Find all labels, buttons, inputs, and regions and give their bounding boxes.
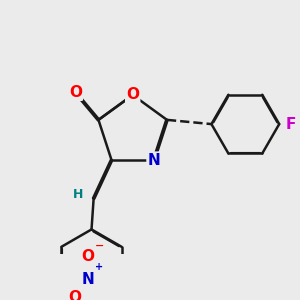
Text: −: − <box>95 241 105 250</box>
Text: O: O <box>126 88 139 103</box>
Text: N: N <box>148 153 160 168</box>
Text: O: O <box>81 249 94 264</box>
Text: O: O <box>69 85 82 100</box>
Text: O: O <box>68 290 82 300</box>
Text: N: N <box>81 272 94 287</box>
Text: F: F <box>286 117 296 132</box>
Text: +: + <box>95 262 104 272</box>
Text: H: H <box>73 188 83 201</box>
